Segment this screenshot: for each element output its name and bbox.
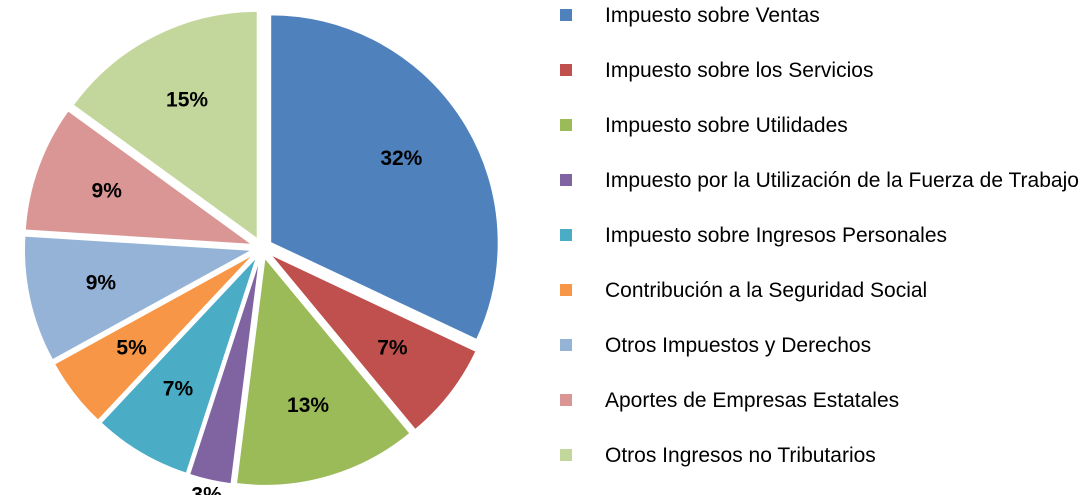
legend-label: Otros Ingresos no Tributarios [605, 444, 876, 467]
pie-slice [71, 10, 259, 241]
pie-slice [188, 257, 261, 485]
legend-item: Otros Impuestos y Derechos [560, 334, 1088, 357]
data-label: 9% [92, 180, 123, 203]
legend-swatch [560, 64, 572, 76]
pie: 32% 7% 13% 3% 7% 5% 9% 9% 15% [23, 10, 500, 495]
legend-swatch [560, 394, 572, 406]
legend-label: Contribución a la Seguridad Social [605, 279, 928, 302]
legend-label: Impuesto por la Utilización de la Fuerza… [605, 169, 1079, 192]
data-label: 5% [116, 337, 147, 360]
pie-slice [24, 109, 256, 246]
legend-swatch [560, 229, 572, 241]
data-label: 32% [380, 147, 422, 170]
legend-label: Aportes de Empresas Estatales [605, 389, 900, 412]
pie-slice [53, 253, 255, 422]
legend-swatch [560, 339, 572, 351]
legend-item: Contribución a la Seguridad Social [560, 279, 1088, 302]
legend-label: Impuesto sobre los Servicios [605, 59, 874, 82]
pie-slice [235, 255, 412, 487]
legend-label: Impuesto sobre Utilidades [605, 114, 848, 137]
legend-item: Impuesto sobre Ingresos Personales [560, 224, 1088, 247]
data-label: 15% [166, 88, 208, 111]
legend-item: Impuesto sobre Utilidades [560, 114, 1088, 137]
legend-item: Aportes de Empresas Estatales [560, 389, 1088, 412]
data-label: 7% [377, 337, 408, 360]
legend-swatch [560, 449, 572, 461]
data-label: 3% [191, 483, 222, 495]
legend-item: Impuesto sobre los Servicios [560, 59, 1088, 82]
data-label: 13% [287, 394, 329, 417]
data-label: 7% [163, 378, 194, 401]
data-label: 9% [86, 272, 117, 295]
legend-swatch [560, 284, 572, 296]
legend-item: Otros Ingresos no Tributarios [560, 444, 1088, 467]
legend-label: Impuesto sobre Ventas [605, 4, 820, 27]
legend-item: Impuesto por la Utilización de la Fuerza… [560, 169, 1088, 192]
legend-swatch [560, 9, 572, 21]
pie-slice [23, 235, 255, 362]
legend-swatch [560, 119, 572, 131]
legend-label: Otros Impuestos y Derechos [605, 334, 872, 357]
legend-swatch [560, 174, 572, 186]
legend-item: Impuesto sobre Ventas [560, 4, 1088, 27]
pie-slice [269, 253, 478, 431]
legend-label: Impuesto sobre Ingresos Personales [605, 224, 948, 247]
pie-slice [269, 13, 500, 341]
pie-slice [99, 256, 258, 475]
